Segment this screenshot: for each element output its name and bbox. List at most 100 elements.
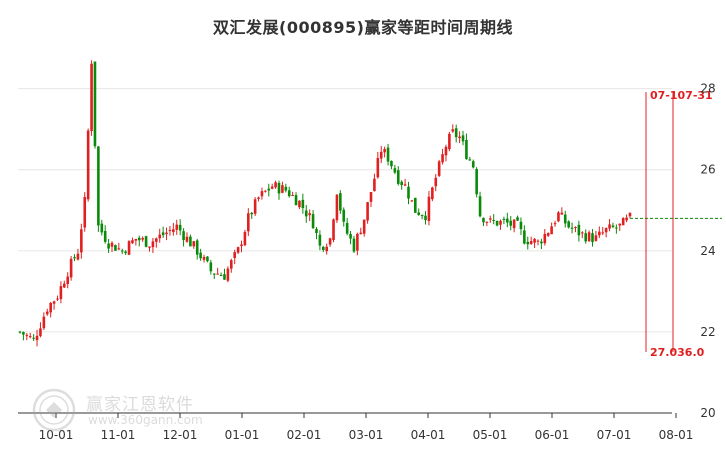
candle-body xyxy=(584,233,587,242)
y-tick-label: 22 xyxy=(700,325,715,339)
candle-body xyxy=(345,222,349,234)
candle-body xyxy=(376,157,380,178)
candle-body xyxy=(301,199,305,209)
y-tick-label: 24 xyxy=(700,244,715,258)
candle-body xyxy=(32,337,35,339)
candle-body xyxy=(219,275,223,277)
candle-body xyxy=(63,283,66,288)
candle-body xyxy=(352,238,356,252)
candle-body xyxy=(287,190,291,197)
candle-body xyxy=(594,235,598,241)
candle-body xyxy=(270,186,274,189)
candle-body xyxy=(155,238,158,242)
candle-body xyxy=(93,61,97,147)
candle-body xyxy=(178,224,182,231)
watermark-name: 赢家江恩软件 xyxy=(86,395,194,415)
candle-body xyxy=(66,276,70,285)
x-tick-label: 05-01 xyxy=(473,428,508,442)
candle-body xyxy=(393,168,397,173)
y-tick-label: 26 xyxy=(700,163,715,177)
candle-body xyxy=(76,253,80,260)
candle-body xyxy=(451,129,455,132)
candle-body xyxy=(18,331,22,333)
candle-body xyxy=(257,197,260,199)
candle-body xyxy=(206,256,209,262)
candle-body xyxy=(444,146,448,156)
candle-body xyxy=(574,226,577,228)
candle-body xyxy=(396,170,400,184)
candle-body xyxy=(339,193,342,211)
candle-body xyxy=(560,212,564,215)
candle-body xyxy=(86,130,90,200)
candle-body xyxy=(536,240,540,242)
candle-body xyxy=(608,224,611,229)
candle-body xyxy=(131,240,134,244)
x-tick-label: 12-01 xyxy=(163,428,198,442)
candle-body xyxy=(124,251,127,254)
candle-body xyxy=(35,335,39,341)
candle-body xyxy=(42,316,46,329)
cycle-date-label: 07-107-31 xyxy=(650,89,713,102)
candle-body xyxy=(182,231,185,241)
candle-body xyxy=(243,231,247,246)
x-tick-label: 03-01 xyxy=(349,428,384,442)
x-tick-label: 01-01 xyxy=(225,428,260,442)
candle-body xyxy=(117,248,121,250)
candle-body xyxy=(499,220,502,225)
candle-body xyxy=(523,230,526,244)
candle-body xyxy=(407,186,410,199)
candle-body xyxy=(488,218,492,220)
candle-body xyxy=(577,224,581,236)
candle-body xyxy=(134,238,138,241)
candle-body xyxy=(240,244,243,247)
candle-body xyxy=(349,234,352,239)
candle-body xyxy=(386,147,390,162)
candle-body xyxy=(485,221,489,223)
candle-body xyxy=(277,182,281,194)
candle-body xyxy=(202,256,206,260)
x-tick-label: 11-01 xyxy=(101,428,136,442)
candle-body xyxy=(410,200,414,202)
y-tick-label: 20 xyxy=(700,406,715,420)
candle-body xyxy=(546,233,550,236)
candle-body xyxy=(151,241,155,248)
candle-body xyxy=(615,227,618,229)
candle-body xyxy=(478,196,482,217)
candle-body xyxy=(298,200,301,208)
candle-body xyxy=(100,223,104,233)
candle-body xyxy=(383,149,386,153)
candle-body xyxy=(103,231,107,242)
candle-body xyxy=(253,199,257,214)
candle-body xyxy=(509,220,513,226)
candle-body xyxy=(172,229,175,233)
candle-body xyxy=(591,233,594,243)
candle-body xyxy=(233,252,236,258)
candle-body xyxy=(28,336,32,338)
candle-body xyxy=(69,258,73,278)
candle-body xyxy=(570,227,574,229)
candle-body xyxy=(212,273,216,275)
candle-body xyxy=(195,240,199,255)
cycle-price-label: 27.036.0 xyxy=(650,346,705,359)
candle-body xyxy=(114,245,117,251)
candle-body xyxy=(526,241,530,245)
watermark: 赢家江恩软件 www.360gann.com xyxy=(30,386,230,436)
candle-body xyxy=(127,241,131,255)
candle-body xyxy=(366,202,369,221)
candle-body xyxy=(359,232,363,235)
x-tick-label: 07-01 xyxy=(597,428,632,442)
candle-body xyxy=(284,186,288,191)
candle-body xyxy=(137,237,141,241)
chart-title: 双汇发展(000895)赢家等距时间周期线 xyxy=(213,18,513,37)
candle-body xyxy=(373,178,376,192)
candle-body xyxy=(625,217,628,221)
candle-body xyxy=(557,212,560,222)
candle-body xyxy=(519,221,523,230)
candle-body xyxy=(628,212,632,217)
candle-body xyxy=(465,139,468,160)
candle-body xyxy=(52,301,56,304)
candle-body xyxy=(390,160,393,167)
candle-body xyxy=(400,181,403,186)
candle-body xyxy=(543,233,547,244)
candle-body xyxy=(533,238,536,243)
